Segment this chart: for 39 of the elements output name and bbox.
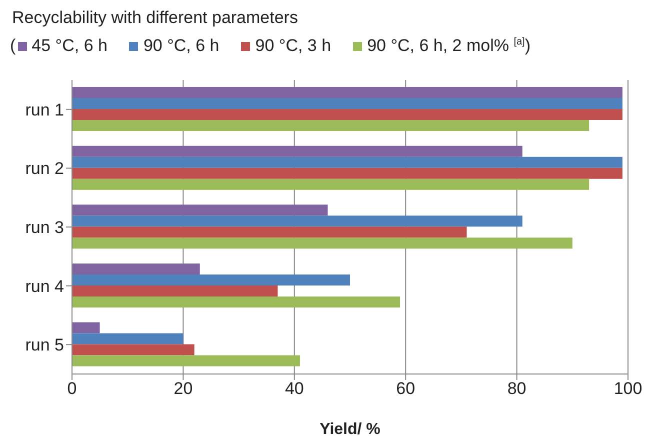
bar — [72, 156, 622, 168]
legend-label: 45 °C, 6 h — [32, 36, 108, 56]
bar — [72, 344, 194, 356]
bar — [72, 109, 622, 120]
y-tick-label: run 5 — [25, 336, 64, 355]
bar — [72, 296, 400, 308]
bar — [72, 238, 572, 249]
y-tick-label: run 3 — [25, 218, 64, 238]
bar — [72, 98, 622, 110]
bar — [72, 322, 100, 334]
legend-label: 90 °C, 6 h, 2 mol% $^{[a]}$ — [367, 36, 525, 56]
x-axis-title: Yield/ % — [320, 421, 380, 436]
bar — [72, 120, 590, 132]
bar — [72, 355, 300, 366]
bar — [72, 263, 200, 274]
bar — [72, 226, 467, 238]
text: ) — [524, 36, 531, 56]
bar — [72, 285, 278, 296]
bar — [72, 216, 522, 227]
text: ( — [10, 36, 16, 56]
chart-title: Recyclability with different parameters — [12, 8, 298, 28]
x-tick-label: 40 — [284, 379, 304, 398]
bar — [72, 333, 184, 344]
y-tick-label: run 4 — [25, 276, 64, 296]
legend-label: 90 °C, 6 h — [143, 36, 220, 56]
x-tick-label: 80 — [507, 379, 526, 398]
y-tick-label: run 1 — [25, 100, 64, 120]
bar — [72, 274, 350, 286]
bar — [72, 168, 622, 179]
bar — [72, 178, 590, 190]
legend-label: 90 °C, 3 h — [255, 36, 332, 56]
x-tick-label: 0 — [67, 379, 77, 398]
x-tick-label: 20 — [174, 379, 193, 398]
y-tick-label: run 2 — [25, 159, 64, 178]
x-tick-label: 60 — [396, 379, 416, 398]
bar — [72, 204, 328, 216]
x-tick-label: 100 — [614, 379, 642, 398]
bar — [72, 146, 522, 157]
bar — [72, 87, 622, 98]
